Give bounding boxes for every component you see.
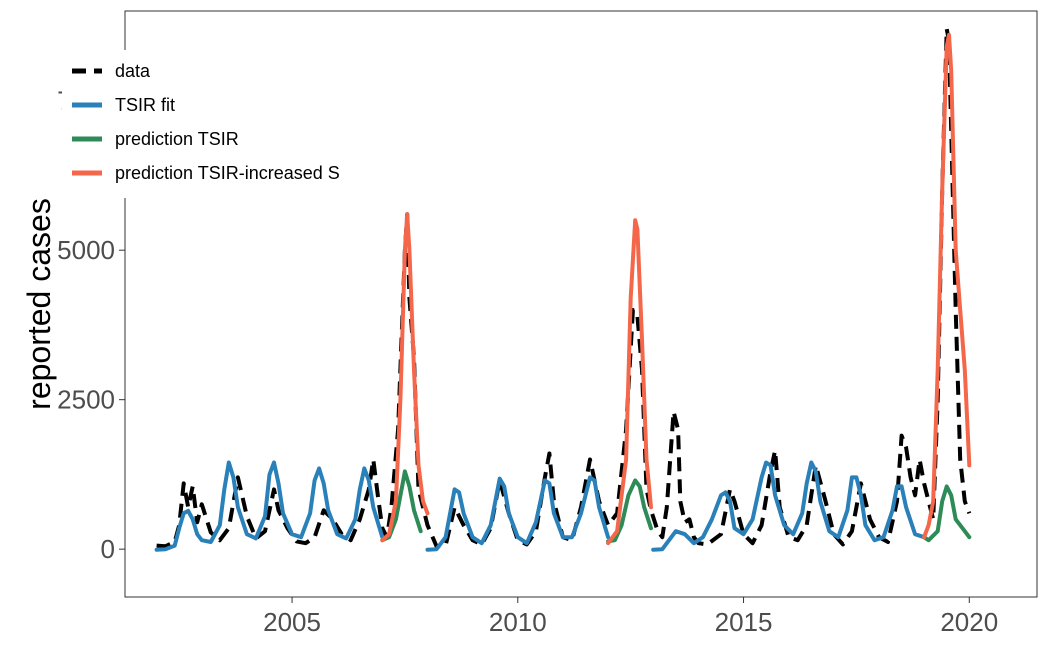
legend-background [62,50,372,198]
series-line-data [156,26,972,549]
x-tick-label: 2020 [940,607,998,637]
legend: data TSIR fit prediction TSIR prediction TS… [62,50,372,198]
y-axis-title: reported cases [21,198,57,410]
x-tick-label: 2010 [489,607,547,637]
y-tick-label: 2500 [57,385,115,415]
plot-panel [124,10,1038,598]
series-line-prediction-tsir-increased-s [380,212,430,543]
legend-label-tsir-fit: TSIR fit [115,95,175,115]
series-line-tsir-fit [154,460,385,552]
series-line-prediction-tsir-increased-s [606,218,653,546]
series-layer [154,26,972,552]
legend-label-data: data [115,61,151,81]
series-line-prediction-tsir-increased-s [922,32,972,540]
series-line-prediction-tsir [922,484,972,543]
legend-label-prediction-tsir-increased-s: prediction TSIR-increased S [115,163,340,183]
y-tick-label: 0 [101,534,115,564]
series-line-tsir-fit [651,460,927,552]
legend-label-prediction-tsir: prediction TSIR [115,129,239,149]
series-line-prediction-tsir [606,478,653,544]
x-tick-label: 2015 [715,607,773,637]
series-line-tsir-fit [425,475,611,552]
x-tick-label: 2005 [263,607,321,637]
y-tick-label: 5000 [57,235,115,265]
x-axis: 2005 2010 2015 2020 [263,597,998,637]
